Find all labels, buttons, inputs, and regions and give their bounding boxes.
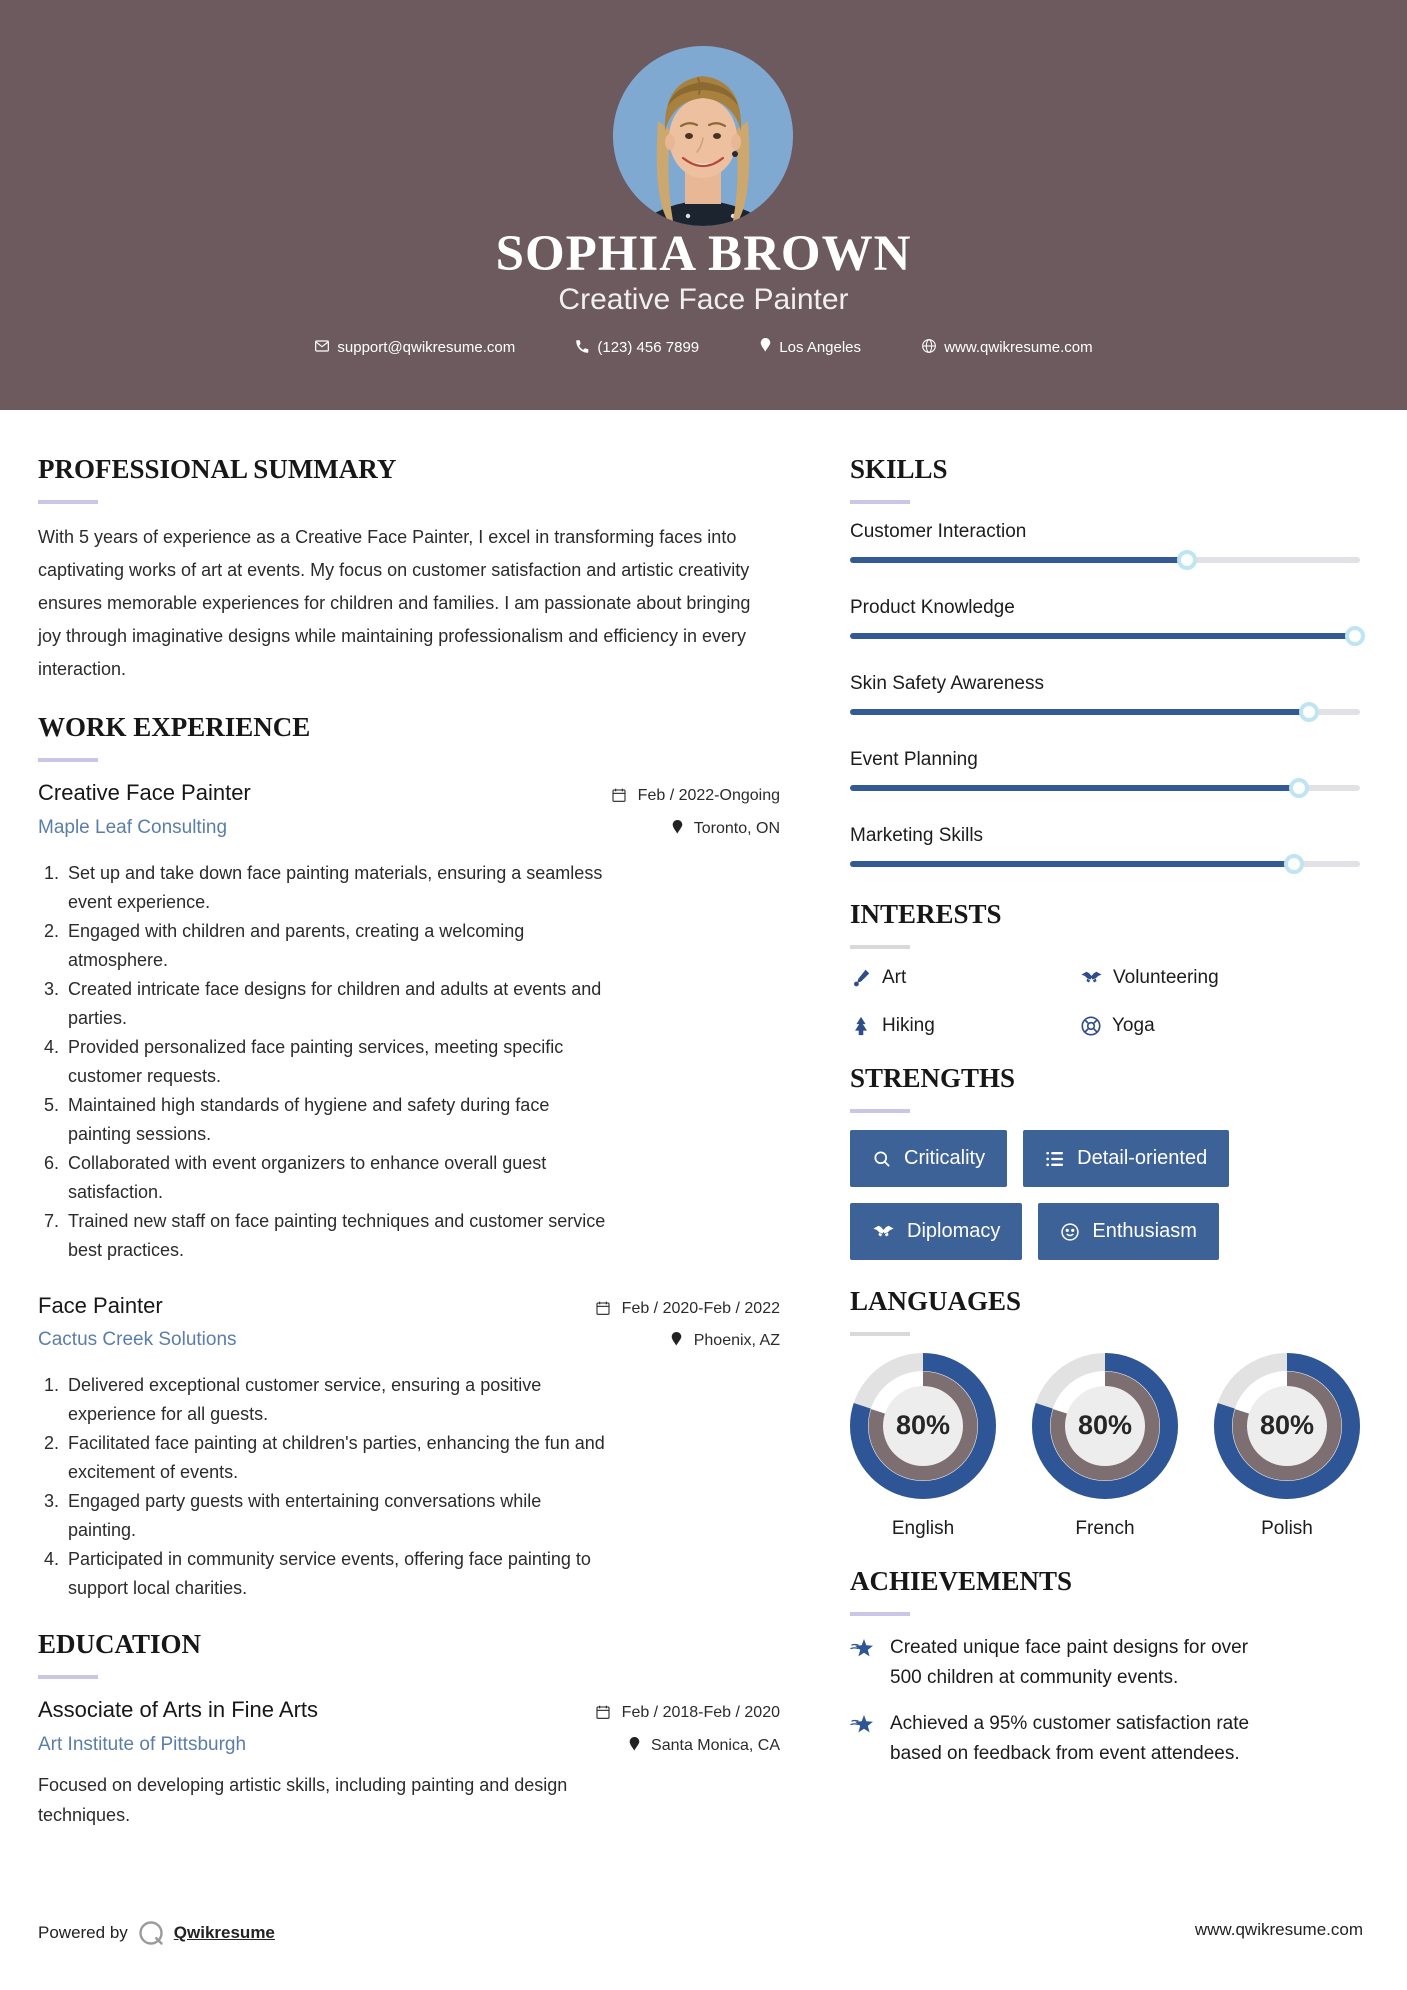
svg-text:80%: 80%: [1260, 1410, 1314, 1440]
svg-text:80%: 80%: [896, 1410, 950, 1440]
svg-text:80%: 80%: [1078, 1410, 1132, 1440]
